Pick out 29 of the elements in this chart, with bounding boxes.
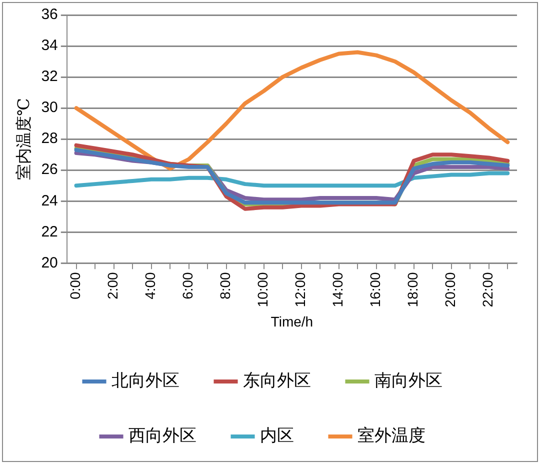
y-tick-label: 26 [41,161,58,178]
x-tick-label: 0:00 [67,272,84,300]
x-tick-label: 6:00 [180,272,196,300]
x-tick-label: 20:00 [442,272,458,308]
legend-label: 西向外区 [128,426,196,445]
x-tick-label: 4:00 [142,272,158,300]
x-tick-label: 22:00 [480,272,496,308]
y-tick-label: 32 [41,68,58,86]
x-tick-label: 8:00 [217,272,234,300]
legend-label: 室外温度 [357,426,426,445]
legend-label: 北向外区 [111,370,180,390]
x-tick-label: 12:00 [292,272,308,308]
legend-label: 南向外区 [374,370,442,390]
x-tick-label: 10:00 [254,272,271,308]
y-tick-label: 36 [41,6,58,24]
y-tick-label: 22 [41,223,58,240]
y-tick-label: 28 [41,130,58,148]
x-tick-label: 14:00 [330,272,346,308]
y-tick-label: 34 [41,37,58,54]
x-tick-label: 18:00 [404,272,421,308]
x-tick-label: 16:00 [367,272,384,308]
y-tick-label: 20 [41,254,58,272]
y-axis-title: 室内温度℃ [14,98,33,180]
legend-label: 东向外区 [242,370,311,390]
y-tick-label: 24 [41,192,58,210]
x-axis-title: Time/h [270,313,314,330]
x-tick-label: 2:00 [104,272,121,300]
y-tick-label: 30 [41,99,58,116]
legend-label: 内区 [260,426,294,445]
